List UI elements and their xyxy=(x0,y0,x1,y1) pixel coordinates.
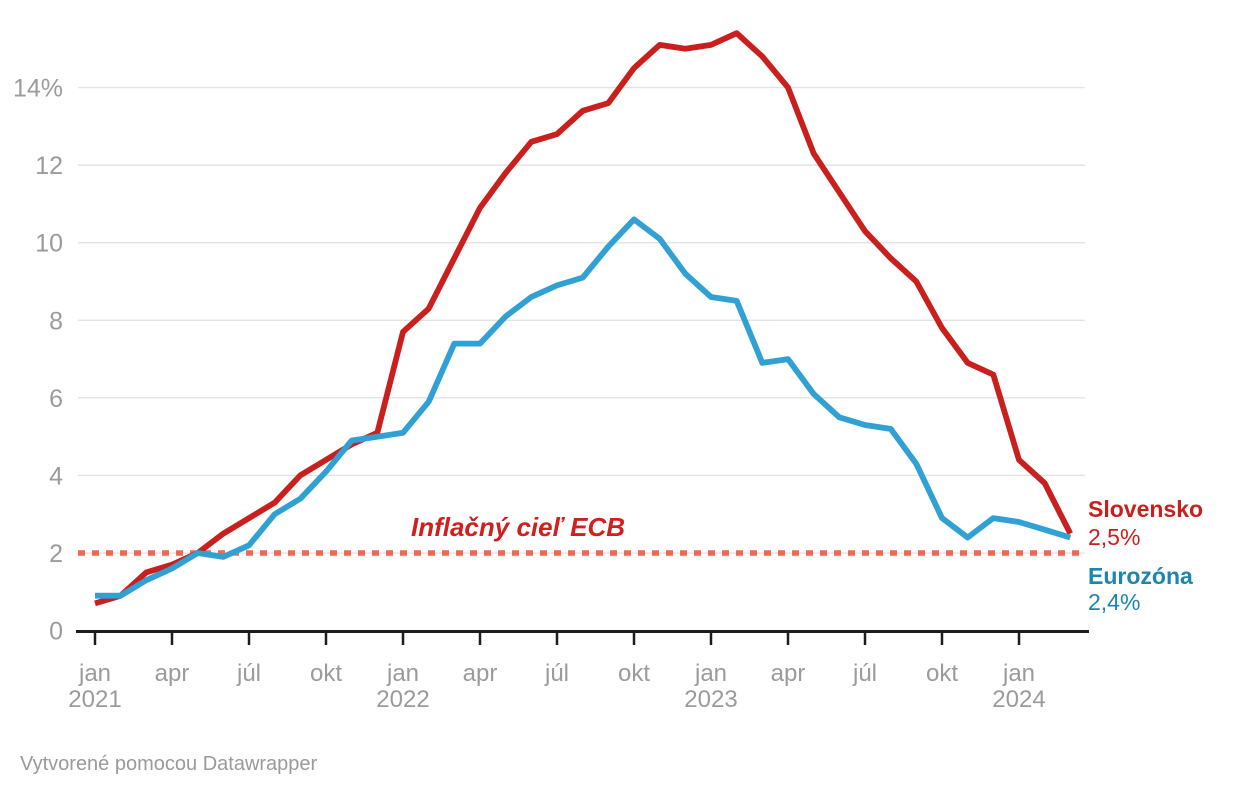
x-axis-label-6: júl xyxy=(236,660,261,687)
x-axis-label-12: jan xyxy=(386,660,419,687)
x-axis-year-2024: 2024 xyxy=(992,686,1045,713)
slovensko-line xyxy=(94,30,1073,607)
x-axis-label-24: jan xyxy=(694,660,727,687)
y-axis-label-8: 8 xyxy=(49,307,63,335)
x-axis-label-18: júl xyxy=(544,660,569,687)
series-label-eurozona: Eurozóna xyxy=(1088,563,1193,589)
x-axis-label-21: okt xyxy=(618,660,650,687)
x-axis-label-0: jan xyxy=(78,660,111,687)
y-axis-label-10: 10 xyxy=(35,230,63,258)
x-axis-year-2023: 2023 xyxy=(684,686,737,713)
x-axis-label-27: apr xyxy=(771,660,806,687)
y-axis-label-12: 12 xyxy=(35,152,63,180)
y-axis-label-0: 0 xyxy=(49,618,63,646)
eurozona-line xyxy=(95,216,1072,599)
series-value-slovensko: 2,5% xyxy=(1088,524,1141,550)
x-axis-label-30: júl xyxy=(852,660,877,687)
x-axis-year-2021: 2021 xyxy=(68,686,121,713)
x-axis-label-9: okt xyxy=(310,660,342,687)
x-axis-label-36: jan xyxy=(1002,660,1035,687)
ecb-target-annotation: Inflačný cieľ ECB xyxy=(410,512,626,542)
x-axis-label-15: apr xyxy=(463,660,498,687)
y-axis-label-14: 14% xyxy=(13,75,63,103)
series-label-slovensko: Slovensko xyxy=(1088,496,1204,522)
y-axis-label-6: 6 xyxy=(49,385,63,413)
x-axis-label-33: okt xyxy=(926,660,958,687)
series-value-eurozona: 2,4% xyxy=(1088,589,1141,615)
y-axis-label-2: 2 xyxy=(49,540,63,568)
x-axis-year-2022: 2022 xyxy=(376,686,429,713)
x-axis-label-3: apr xyxy=(155,660,190,687)
y-axis-label-4: 4 xyxy=(49,462,63,490)
datawrapper-attribution-link[interactable]: Vytvorené pomocou Datawrapper xyxy=(20,753,318,775)
